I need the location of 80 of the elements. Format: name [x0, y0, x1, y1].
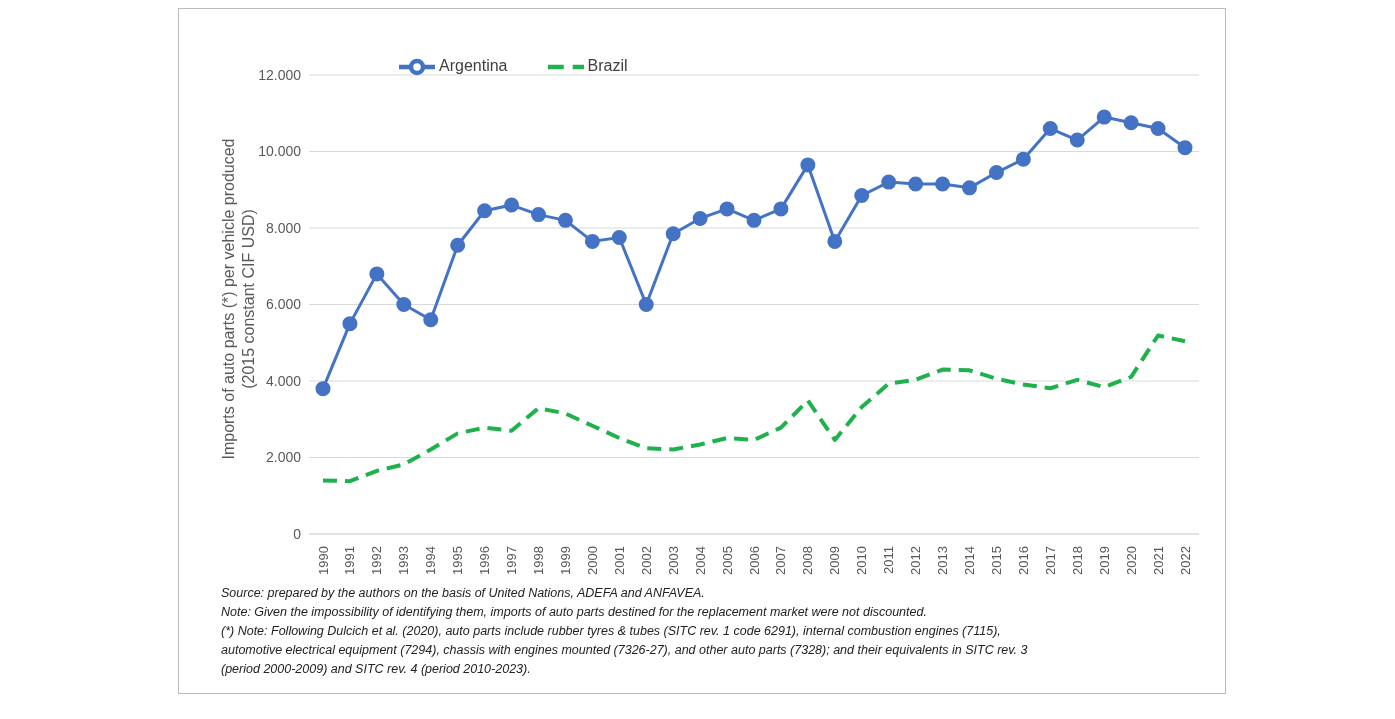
point — [611, 230, 627, 246]
x-tick-label: 2002 — [638, 546, 654, 575]
point — [962, 180, 977, 196]
point — [504, 197, 520, 213]
x-tick-label: 1994 — [423, 546, 439, 575]
x-tick-label: 2010 — [854, 546, 870, 575]
point — [719, 201, 735, 217]
point — [881, 174, 897, 190]
point — [1042, 121, 1058, 137]
source-note: Source: prepared by the authors on the basis of United Nations, ADEFA and ANFAVEA. — [221, 585, 706, 602]
x-tick-label: 2005 — [719, 546, 735, 575]
x-tick-label: 2016 — [1015, 546, 1031, 575]
x-tick-label: 2013 — [935, 546, 951, 575]
x-tick-label: 1996 — [477, 546, 493, 575]
x-tick-label: 1998 — [531, 546, 546, 575]
y-tick-label: 8.000 — [265, 219, 302, 236]
x-tick-label: 2000 — [584, 546, 600, 575]
x-tick-label: 2003 — [665, 546, 681, 575]
x-tick-label: 2020 — [1123, 546, 1139, 575]
x-tick-label: 2017 — [1042, 546, 1058, 575]
x-tick-label: 2015 — [988, 546, 1004, 575]
x-tick-label: 2011 — [881, 546, 897, 574]
point — [584, 233, 600, 249]
point — [638, 297, 654, 312]
point — [827, 233, 843, 249]
point — [531, 207, 546, 223]
point — [396, 297, 412, 312]
line-series — [321, 333, 1187, 484]
point — [665, 226, 681, 242]
text: Note: Given the impossibility of identifying them, imports of auto parts destined for the replacement market were not discounted. — [221, 604, 928, 621]
point — [1015, 151, 1031, 167]
y-tick-label: 0 — [293, 525, 302, 542]
y-axis-title: Imports of auto parts (*) per vehicle produced (2015 constant CIF USD) — [219, 137, 258, 462]
point — [773, 201, 789, 217]
x-tick-label: 2014 — [962, 546, 977, 575]
point — [935, 176, 951, 192]
y-tick-label: 10.000 — [258, 143, 302, 160]
x-tick-label: 1999 — [557, 546, 573, 575]
x-tick-label: 1993 — [396, 546, 412, 575]
point — [692, 210, 708, 226]
point — [342, 316, 358, 332]
x-tick-label: 2019 — [1096, 546, 1112, 575]
x-tick-label: 2001 — [611, 546, 627, 575]
x-tick-label: 2008 — [800, 546, 816, 575]
y-tick-label: 12.000 — [258, 66, 302, 83]
x-tick-label: 2007 — [773, 546, 789, 575]
point — [1177, 140, 1193, 156]
point — [1069, 132, 1085, 148]
point — [557, 212, 573, 228]
x-tick-label: 2012 — [908, 546, 924, 575]
point — [369, 266, 385, 282]
point — [423, 312, 439, 328]
point — [1096, 109, 1112, 125]
x-tick-label: 2009 — [827, 546, 843, 575]
y-tick-label: 2.000 — [265, 449, 302, 466]
point — [800, 157, 816, 173]
x-tick-label: 2006 — [746, 546, 762, 575]
point — [854, 187, 870, 203]
point — [746, 212, 762, 228]
y-tick-label: 4.000 — [265, 372, 302, 389]
point — [988, 165, 1004, 181]
point — [450, 237, 466, 253]
x-tick-label: 2021 — [1150, 546, 1166, 575]
point — [908, 176, 924, 192]
x-tick-label: 2022 — [1177, 546, 1193, 575]
point — [477, 203, 493, 219]
x-tick-label: 1991 — [342, 546, 358, 575]
x-tick-label: 1995 — [450, 546, 466, 575]
point — [315, 381, 331, 397]
point — [1123, 115, 1139, 131]
legend-label: Argentina — [439, 57, 508, 75]
point — [1150, 121, 1166, 137]
x-tick-label: 1992 — [369, 546, 385, 575]
x-tick-label: 2018 — [1069, 546, 1085, 575]
x-tick-label: 1990 — [315, 546, 331, 575]
x-tick-label: 1997 — [504, 546, 520, 575]
y-tick-label: 6.000 — [265, 296, 302, 313]
legend-label: Brazil — [587, 57, 628, 75]
x-tick-label: 2004 — [692, 546, 708, 575]
text: (*) Note: Following Dulcich et al. (2020), auto parts include rubber tyres & tubes (SITC rev. 1 code 6291), internal combustion engines (7115), automotive electrical equipment (7294), chassis with engines mounted (7326-27), and other auto parts (7328); and their equivalents in SITC rev. 3 (period 2000-2009) and SITC rev. 4 (period 2010-2023). — [221, 623, 1029, 678]
